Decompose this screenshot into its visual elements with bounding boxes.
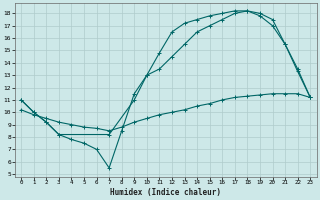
X-axis label: Humidex (Indice chaleur): Humidex (Indice chaleur): [110, 188, 221, 197]
